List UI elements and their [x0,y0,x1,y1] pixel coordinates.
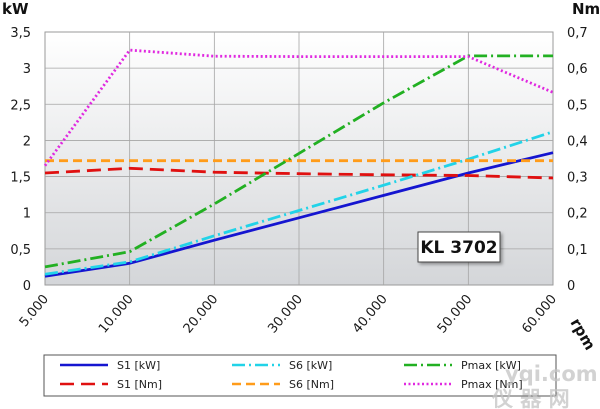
x-tick-label: 30.000 [265,292,306,336]
x-tick-label: 60.000 [519,292,560,336]
legend-label: S1 [Nm] [117,378,162,391]
legend-items: S1 [kW] S6 [kW] Pmax [kW] S1 [Nm] S6 [Nm] Pma… [60,359,523,391]
y-right-tick-label: 0,7 [567,26,588,41]
watermark-line-2: 仪 器 网 [491,387,570,409]
y-left-tick-label: 0 [23,279,31,294]
y-right-tick-label: 0,1 [567,243,588,258]
legend-label: S1 [kW] [117,359,160,372]
series-lines [43,48,554,278]
y-left-tick-label: 3 [23,62,31,77]
y-left-tick-label: 2,5 [10,98,31,113]
y-axis-right-ticks: 0 0,1 0,2 0,3 0,4 0,5 0,6 0,7 [567,26,588,294]
x-axis-ticks: 5.000 10.000 20.000 30.000 40.000 50.000 60.00… [17,292,560,336]
x-tick-label: 10.000 [96,292,137,336]
x-tick-label: 20.000 [181,292,222,336]
x-tick-label: 50.000 [435,292,476,336]
y-right-tick-label: 0 [567,279,575,294]
y-right-tick-label: 0,6 [567,62,588,77]
y-right-tick-label: 0,2 [567,207,588,222]
legend: S1 [kW] S6 [kW] Pmax [kW] S1 [Nm] S6 [Nm] Pma… [43,354,557,397]
y-axis-left-ticks: 0 0,5 1 1,5 2 2,5 3 3,5 [10,26,31,294]
y-left-tick-label: 2 [23,134,31,149]
y-left-tick-label: 0,5 [10,243,31,258]
series-line-1 [44,166,554,180]
watermark-line-1: yqi.com [505,362,598,386]
series-line-0 [44,151,554,278]
y-left-tick-label: 3,5 [10,26,31,41]
series-line-2 [44,130,554,276]
y-axis-right-unit: Nm [572,0,600,18]
x-tick-label: 40.000 [350,292,391,336]
watermark: yqi.com 仪 器 网 [491,362,598,409]
legend-label: Pmax [Nm] [461,378,523,391]
y-right-tick-label: 0,4 [567,134,588,149]
model-label: KL 3702 [420,238,497,258]
y-right-tick-label: 0,3 [567,171,588,186]
legend-label: S6 [Nm] [289,378,334,391]
series-line-5 [43,48,554,167]
legend-box [43,354,557,397]
y-left-tick-label: 1 [23,207,31,222]
legend-label: S6 [kW] [289,359,332,372]
x-axis-unit: rpm [567,315,599,353]
y-left-tick-label: 1,5 [10,171,31,186]
y-axis-left-unit: kW [2,0,29,18]
y-right-tick-label: 0,5 [567,98,588,113]
x-tick-label: 5.000 [17,292,52,330]
legend-label: Pmax [kW] [461,359,521,372]
model-label-box: KL 3702 [417,231,501,263]
